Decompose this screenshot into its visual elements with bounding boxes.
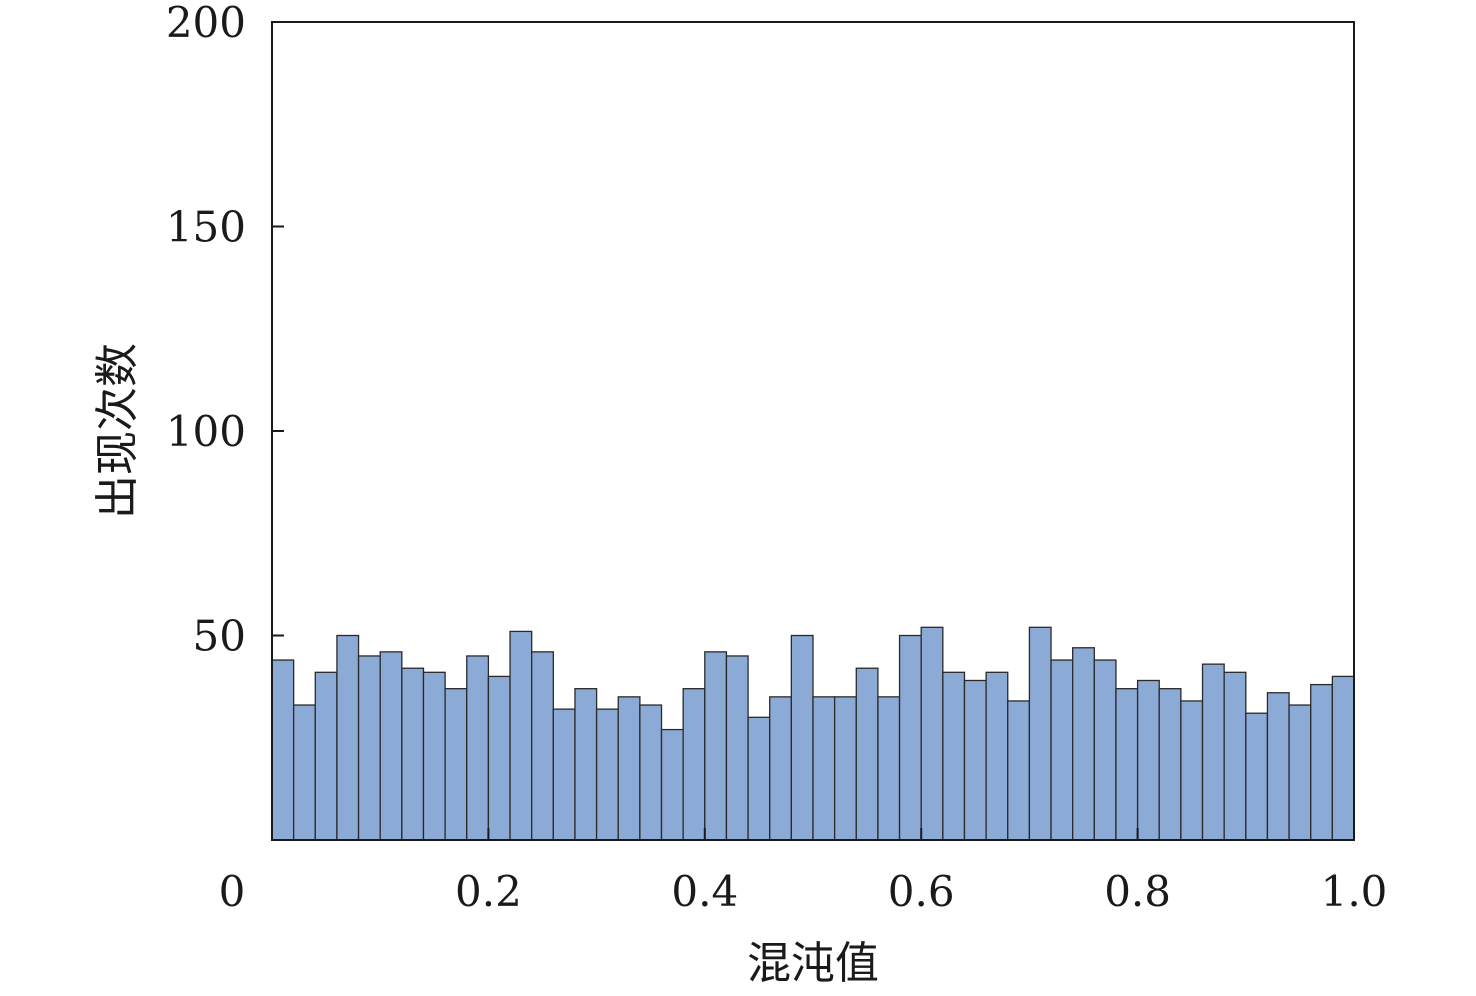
histogram-bar (985, 671, 1009, 841)
histogram-bar (855, 667, 879, 841)
histogram-bar (1115, 688, 1139, 841)
histogram-bar (271, 659, 295, 841)
y-tick-label: 150 (166, 203, 246, 252)
ticks-group (272, 21, 1139, 840)
y-tick-label: 200 (166, 0, 246, 47)
histogram-bar (357, 655, 381, 841)
histogram-bar (1072, 647, 1095, 841)
histogram-bar (1288, 704, 1312, 841)
histogram-bar (1331, 675, 1355, 841)
histogram-bar (725, 655, 749, 841)
histogram-bar (877, 696, 901, 841)
histogram-bar (336, 634, 360, 841)
histogram-bar (682, 688, 706, 841)
histogram-bar (444, 688, 468, 841)
histogram-bar (531, 651, 554, 841)
histogram-bar (704, 651, 728, 841)
histogram-bar (1266, 692, 1290, 841)
histogram-bar (1223, 671, 1247, 841)
histogram-bar (963, 679, 987, 841)
histogram-bar (1180, 700, 1204, 841)
histogram-bar (1310, 683, 1334, 841)
y-tick-label: 100 (166, 407, 246, 456)
histogram-bar (552, 708, 576, 841)
tick-labels-group: 0 0.2 0.4 0.6 0.8 1.0 50 100 150 200 (166, 0, 1388, 916)
histogram-bar (1050, 659, 1074, 841)
histogram-bar (639, 704, 663, 841)
y-tick-label: 50 (193, 612, 246, 661)
histogram-bar (747, 716, 771, 841)
histogram-bar (292, 704, 316, 841)
histogram-bar (1028, 626, 1052, 841)
histogram-bar (314, 671, 338, 841)
histogram-bar (379, 651, 403, 841)
x-tick-label: 0.6 (888, 867, 955, 916)
histogram-bar (1201, 663, 1225, 841)
histogram-bar (769, 696, 793, 841)
histogram-bar (942, 671, 966, 841)
histogram-bar (617, 696, 641, 841)
y-axis-label: 出现次数 (92, 343, 143, 519)
x-axis-label: 混沌值 (747, 938, 879, 989)
histogram-bar (509, 630, 533, 841)
histogram-bar (574, 688, 598, 841)
x-tick-label: 0.4 (671, 867, 738, 916)
x-tick-label: 0 (219, 867, 246, 916)
histogram-bar (466, 655, 490, 841)
histogram-bar (1007, 700, 1031, 841)
x-tick-label: 0.8 (1104, 867, 1171, 916)
histogram-bar (487, 675, 511, 841)
histogram-bar (422, 671, 446, 841)
histogram-bar (898, 634, 922, 841)
histogram-bar (1245, 712, 1269, 841)
histogram-bar (401, 667, 425, 841)
histogram-bar (1158, 688, 1182, 841)
x-tick-label: 1.0 (1321, 867, 1388, 916)
histogram-bar (660, 728, 684, 841)
histogram-bar (833, 696, 857, 841)
bars-group (271, 626, 1355, 841)
x-tick-label: 0.2 (455, 867, 522, 916)
histogram-bar (595, 708, 619, 841)
histogram-bar (1093, 659, 1117, 841)
histogram-bar (790, 634, 814, 841)
histogram-bar (1136, 679, 1160, 841)
histogram-bar (812, 696, 836, 841)
histogram-bar (920, 626, 944, 841)
